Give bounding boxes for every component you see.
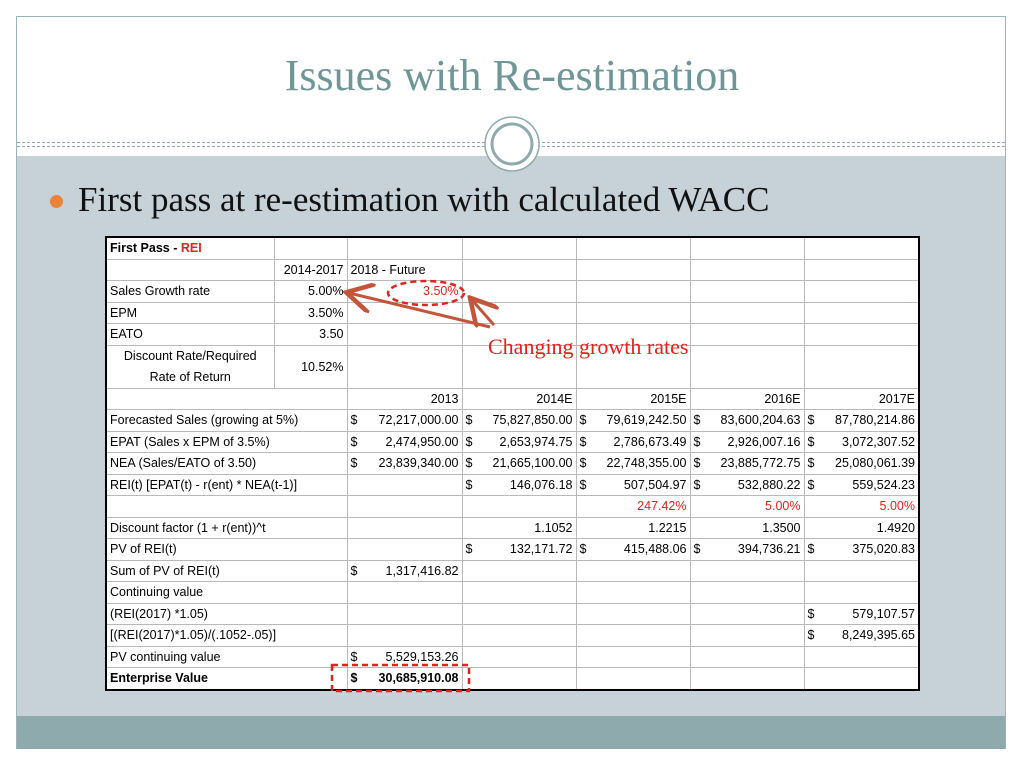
- table-row: NEA (Sales/EATO of 3.50) $ 23,839,340.00 $…: [105, 452, 920, 475]
- footer-bar: [17, 716, 1005, 749]
- table-title: First Pass - REI: [105, 236, 275, 260]
- table-cell: [689, 344, 805, 389]
- table-cell: $ 23,885,772.75: [689, 452, 805, 475]
- table-row: PV continuing value $ 5,529,153.26: [105, 645, 920, 668]
- table-cell: Forecasted Sales (growing at 5%): [105, 409, 348, 432]
- table-cell: 2013: [346, 387, 463, 410]
- highlight-ellipse: [386, 279, 466, 307]
- table-row: First Pass - REI: [105, 236, 920, 260]
- table-row: EATO 3.50: [105, 323, 920, 346]
- table-cell: Enterprise Value: [105, 667, 348, 690]
- table-cell: $ 5,529,153.26: [346, 645, 463, 668]
- table-cell: [346, 344, 463, 389]
- table-cell: [803, 236, 920, 260]
- table-cell: 3.50: [273, 323, 348, 346]
- slide-title: Issues with Re-estimation: [284, 51, 740, 100]
- arrow: [349, 293, 491, 329]
- title-text: First Pass -: [110, 241, 181, 256]
- table-row: PV of REI(t) $ 132,171.72 $ 415,488.06 $ 39…: [105, 538, 920, 561]
- table-cell: $ 72,217,000.00: [346, 409, 463, 432]
- table-row: 2014-2017 2018 - Future: [105, 258, 920, 281]
- table-cell: $ 83,600,204.63: [689, 409, 805, 432]
- table-row: REI(t) [EPAT(t) - r(ent) * NEA(t-1)] $ 14…: [105, 473, 920, 496]
- table-row: Continuing value: [105, 581, 920, 604]
- table-row: (REI(2017) *1.05) $ 579,107.57: [105, 602, 920, 625]
- table-row: Sum of PV of REI(t) $ 1,317,416.82: [105, 559, 920, 582]
- table-row: 2013 2014E 2015E 2016E 2017E: [105, 387, 920, 410]
- title-highlight: REI: [180, 241, 202, 256]
- table-cell: $ 30,685,910.08: [346, 667, 463, 690]
- table-cell: $ 2,926,007.16: [689, 430, 805, 453]
- table-row: EPAT (Sales x EPM of 3.5%) $ 2,474,950.00…: [105, 430, 920, 453]
- table-cell: PV continuing value: [105, 645, 348, 668]
- table-cell: [575, 344, 691, 389]
- table-cell: REI(t) [EPAT(t) - r(ent) * NEA(t-1)]: [105, 473, 348, 496]
- bullet-text: First pass at re-estimation with calcula…: [78, 180, 770, 219]
- highlight-box: [330, 663, 471, 693]
- table-cell: $ 3,072,307.52: [803, 430, 920, 453]
- table-cell: $ 21,665,100.00: [461, 452, 577, 475]
- table-cell: Sales Growth rate: [105, 280, 275, 303]
- table-cell: $ 394,736.21: [689, 538, 805, 561]
- arrow: [472, 300, 494, 325]
- table-cell: 5.00%: [803, 495, 920, 518]
- table-cell: $ 22,748,355.00: [575, 452, 691, 475]
- table-cell: [803, 667, 920, 690]
- table-cell: $ 146,076.18: [461, 473, 577, 496]
- table-cell: $ 2,653,974.75: [461, 430, 577, 453]
- table-cell: [461, 344, 577, 389]
- table-cell: 5.00%: [273, 280, 348, 303]
- bullet-dot: [50, 195, 63, 208]
- annotation: Changing growth rates: [488, 334, 689, 359]
- table-cell: EPAT (Sales x EPM of 3.5%): [105, 430, 348, 453]
- table-cell: NEA (Sales/EATO of 3.50): [105, 452, 348, 475]
- table-row: Forecasted Sales (growing at 5%) $ 72,217…: [105, 409, 920, 432]
- table-cell: 10.52%: [273, 344, 348, 389]
- table-row: Enterprise Value $ 30,685,910.08: [105, 667, 920, 690]
- table-cell: Discount Rate/Required Rate of Return: [105, 344, 275, 389]
- table-cell: [803, 344, 920, 389]
- table-cell: $ 87,780,214.86: [803, 409, 920, 432]
- table-row: Sales Growth rate 5.00% 3.50%: [105, 280, 920, 303]
- table-cell: $ 75,827,850.00: [461, 409, 577, 432]
- table-cell: $ 559,524.23: [803, 473, 920, 496]
- table-row: Discount Rate/Required Rate of Return 10.…: [105, 344, 920, 389]
- table-row: [(REI(2017)*1.05)/(.1052-.05)] $ 8,249,39…: [105, 624, 920, 647]
- table-cell: Sum of PV of REI(t): [105, 559, 348, 582]
- table-cell: 2014E: [461, 387, 577, 410]
- ornament-inner: [490, 122, 534, 166]
- table-cell: 2014-2017: [273, 258, 348, 281]
- table-cell: [(REI(2017)*1.05)/(.1052-.05)]: [105, 624, 348, 647]
- spreadsheet: First Pass - REI 2014-2017 2018 - Future Sa…: [105, 236, 920, 691]
